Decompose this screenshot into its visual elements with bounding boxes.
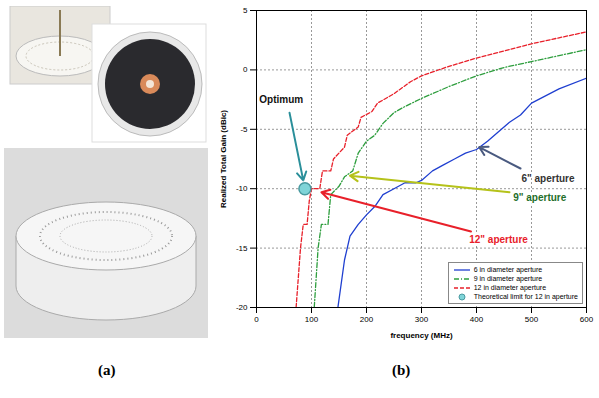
svg-text:100: 100 (305, 315, 319, 324)
svg-text:-20: -20 (236, 303, 248, 312)
svg-text:9" aperture: 9" aperture (513, 192, 567, 203)
svg-text:12" aperture: 12" aperture (469, 234, 528, 245)
html-text:Theoretical limit for 12 in ap: Theoretical limit for 12 in aperture (473, 293, 578, 300)
svg-text:0: 0 (243, 65, 248, 74)
svg-text:200: 200 (360, 315, 374, 324)
html-text:(a): (a) (98, 362, 116, 378)
svg-text:-15: -15 (236, 244, 248, 253)
svg-text:300: 300 (415, 315, 429, 324)
html-text:12 in diameter aperture: 12 in diameter aperture (473, 284, 547, 291)
svg-text:600: 600 (580, 315, 594, 324)
html-text:9 in diameter aperture: 9 in diameter aperture (473, 275, 543, 282)
svg-text:5: 5 (243, 6, 248, 15)
svg-text:0: 0 (254, 315, 259, 324)
svg-text:-5: -5 (240, 125, 248, 134)
html-text:6 in diameter aperture: 6 in diameter aperture (473, 266, 543, 273)
svg-text:Optimum: Optimum (259, 94, 303, 105)
svg-text:6" aperture: 6" aperture (521, 173, 575, 184)
html-text:(b): (b) (392, 362, 411, 378)
svg-text:-10: -10 (236, 184, 248, 193)
svg-text:Realized Total Gain (dBic): Realized Total Gain (dBic) (219, 110, 228, 208)
svg-text:400: 400 (470, 315, 484, 324)
svg-text:500: 500 (525, 315, 539, 324)
svg-text:frequency (MHz): frequency (MHz) (390, 331, 453, 340)
